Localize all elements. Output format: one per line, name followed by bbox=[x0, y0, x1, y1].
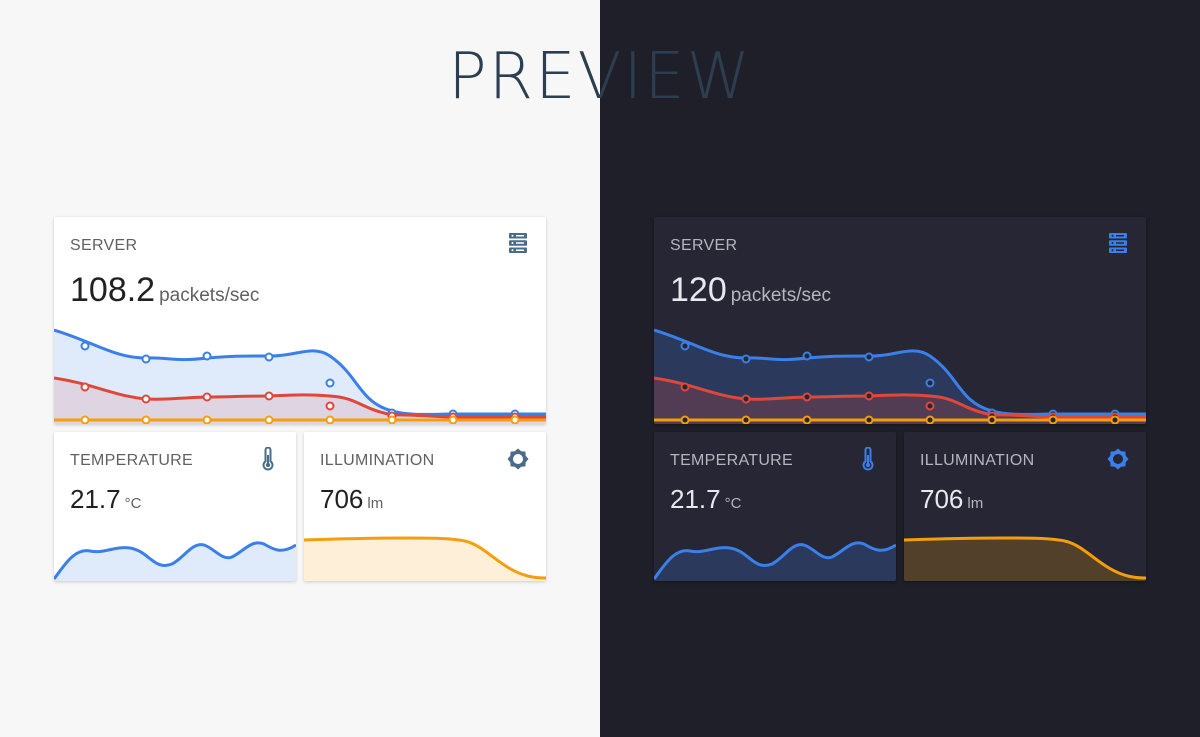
temperature-card-value: 21.7 °C bbox=[70, 484, 141, 515]
temperature-card[interactable]: TEMPERATURE 21.7 °C bbox=[54, 432, 296, 581]
temperature-graph bbox=[54, 541, 296, 581]
server-value-unit: packets/sec bbox=[159, 285, 260, 306]
temperature-card-value: 21.7 °C bbox=[670, 484, 741, 515]
illumination-graph bbox=[304, 536, 546, 581]
illumination-card[interactable]: ILLUMINATION 706 lm bbox=[304, 432, 546, 581]
thermometer-icon bbox=[858, 446, 878, 476]
illumination-value-unit: lm bbox=[967, 495, 984, 512]
temperature-card-label: TEMPERATURE bbox=[70, 452, 194, 469]
temperature-card-label: TEMPERATURE bbox=[670, 452, 794, 469]
temperature-value-number: 21.7 bbox=[670, 484, 721, 514]
server-value-unit: packets/sec bbox=[730, 285, 832, 306]
server-card-label: SERVER bbox=[670, 237, 738, 254]
temperature-value-unit: °C bbox=[724, 495, 742, 512]
illumination-value-number: 706 bbox=[920, 484, 964, 514]
illumination-card-label: ILLUMINATION bbox=[320, 452, 435, 469]
server-card[interactable]: SERVER 108.2 packets/sec bbox=[54, 217, 546, 424]
temperature-card[interactable]: TEMPERATURE 21.7 °C bbox=[654, 432, 896, 581]
illumination-card-label: ILLUMINATION bbox=[920, 452, 1035, 469]
server-card-value: 120 packets/sec bbox=[670, 271, 831, 310]
temperature-value-unit: °C bbox=[124, 495, 142, 512]
server-card[interactable]: SERVER 120 packets/sec bbox=[654, 217, 1146, 424]
thermometer-icon bbox=[258, 446, 278, 476]
server-graph bbox=[654, 328, 1146, 424]
dark-theme-preview: SERVER 120 packets/sec bbox=[600, 0, 1200, 737]
brightness-icon bbox=[1106, 447, 1130, 476]
illumination-value-number: 706 bbox=[320, 484, 364, 514]
brightness-icon bbox=[506, 447, 530, 476]
illumination-card[interactable]: ILLUMINATION 706 lm bbox=[904, 432, 1146, 581]
page-title: PREVIEW bbox=[448, 40, 752, 114]
server-icon bbox=[508, 232, 528, 259]
server-icon bbox=[1108, 232, 1128, 259]
server-card-label: SERVER bbox=[70, 237, 138, 254]
illumination-card-value: 706 lm bbox=[920, 484, 983, 515]
temperature-graph bbox=[654, 541, 896, 581]
illumination-card-value: 706 lm bbox=[320, 484, 383, 515]
illumination-graph bbox=[904, 536, 1146, 581]
server-value-number: 108.2 bbox=[70, 271, 156, 309]
server-graph bbox=[54, 328, 546, 424]
light-card-group: SERVER 108.2 packets/sec bbox=[54, 217, 546, 581]
illumination-value-unit: lm bbox=[367, 495, 384, 512]
temperature-value-number: 21.7 bbox=[70, 484, 121, 514]
light-theme-preview: SERVER 108.2 packets/sec bbox=[54, 217, 546, 581]
dark-card-group: SERVER 120 packets/sec bbox=[654, 217, 1146, 581]
server-value-number: 120 bbox=[670, 271, 727, 309]
server-card-value: 108.2 packets/sec bbox=[70, 271, 259, 310]
